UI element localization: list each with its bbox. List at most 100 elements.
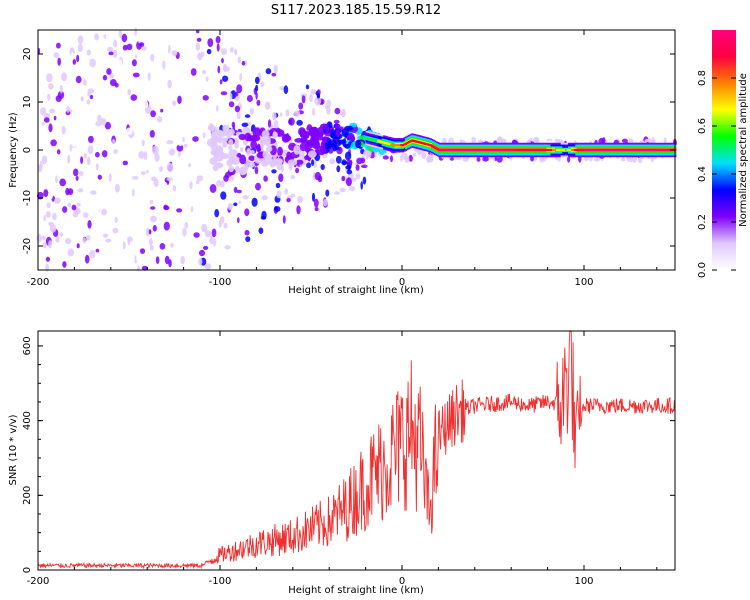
spectrogram-cell xyxy=(567,155,571,163)
spectrogram-cell xyxy=(341,159,347,166)
spectrogram-ridge-segment xyxy=(602,148,606,152)
spectrogram-ridge-segment xyxy=(460,148,463,152)
spectrogram-ridge-segment xyxy=(383,141,386,144)
spectrogram-cell xyxy=(251,134,261,142)
spectrogram-cell xyxy=(346,132,355,141)
spectrogram-x-tick-label: 0 xyxy=(399,277,405,288)
spectrogram-cell xyxy=(45,256,51,262)
spectrogram-cell xyxy=(207,38,214,48)
spectrogram-ridge-segment xyxy=(531,148,534,152)
spectrogram-cell xyxy=(43,97,47,103)
spectrogram-cell xyxy=(46,202,51,209)
spectrogram-cell xyxy=(231,156,241,165)
spectrogram-ridge-segment xyxy=(544,148,547,152)
spectrogram-cell xyxy=(216,105,219,112)
spectrogram-cell xyxy=(217,130,227,137)
spectrogram-ridge-segment xyxy=(506,148,509,152)
spectrogram-cell xyxy=(267,119,272,128)
spectrogram-cell xyxy=(176,176,180,185)
spectrogram-ridge-segment xyxy=(554,148,558,152)
spectrogram-ridge-segment xyxy=(550,148,553,152)
spectrogram-cell xyxy=(112,49,118,59)
spectrogram-ridge-segment xyxy=(447,148,450,152)
spectrogram-cell xyxy=(294,138,304,143)
spectrogram-cell xyxy=(72,143,76,148)
spectrogram-cell xyxy=(82,237,87,244)
spectrogram-cell xyxy=(108,51,114,56)
spectrogram-cell xyxy=(44,128,49,136)
spectrogram-cell xyxy=(355,173,361,180)
spectrogram-cell xyxy=(67,154,71,164)
spectrogram-ridge-segment xyxy=(643,148,646,152)
snr-x-axis-label: Height of straight line (km) xyxy=(288,585,424,596)
figure-title: S117.2023.185.15.59.R12 xyxy=(271,3,441,18)
spectrogram-cell xyxy=(47,93,51,102)
spectrogram-ridge-segment xyxy=(595,148,598,152)
spectrogram-cell xyxy=(71,52,74,60)
spectrogram-cell xyxy=(229,47,234,53)
spectrogram-cell xyxy=(77,188,84,193)
spectrogram-ridge-segment xyxy=(423,142,426,145)
spectrogram-ridge-segment xyxy=(637,148,641,152)
spectrogram-ridge-segment xyxy=(655,148,658,152)
spectrogram-cell xyxy=(195,204,199,210)
spectrogram-cell xyxy=(426,157,434,162)
spectrogram-cell xyxy=(157,116,163,123)
spectrogram-ridge-segment xyxy=(402,144,405,147)
spectrogram-cell xyxy=(166,177,173,182)
spectrogram-cell xyxy=(239,72,243,82)
spectrogram-cell xyxy=(265,68,272,75)
spectrogram-cell xyxy=(192,136,199,142)
spectrogram-cell xyxy=(272,131,278,138)
spectrogram-ridge-segment xyxy=(627,148,630,152)
spectrogram-cell xyxy=(105,238,112,243)
spectrogram-ridge-segment xyxy=(651,148,654,152)
spectrogram-cell xyxy=(336,165,341,173)
spectrogram-cell xyxy=(361,164,368,169)
spectrogram-cell xyxy=(320,123,328,130)
spectrogram-ridge-segment xyxy=(525,148,528,152)
spectrogram-ridge-segment xyxy=(453,148,456,152)
spectrogram-ridge-segment xyxy=(386,142,389,145)
spectrogram-cell xyxy=(307,150,317,158)
spectrogram-cell xyxy=(182,137,185,143)
spectrogram-ridge-segment xyxy=(416,140,419,143)
spectrogram-cell xyxy=(176,41,183,49)
spectrogram-cell xyxy=(254,76,260,85)
spectrogram-ridge-segment xyxy=(380,140,383,143)
spectrogram-cell xyxy=(61,72,68,82)
spectrogram-cell xyxy=(138,258,142,265)
spectrogram-ridge-segment xyxy=(448,148,451,152)
spectrogram-cell xyxy=(152,225,157,232)
spectrogram-cell xyxy=(53,115,57,121)
spectrogram-ridge-segment xyxy=(400,144,403,147)
spectrogram-cell xyxy=(344,125,354,131)
spectrogram-ridge-segment xyxy=(617,148,620,152)
spectrogram-ridge-segment xyxy=(370,138,373,141)
spectrogram-cell xyxy=(105,32,112,40)
spectrogram-cell xyxy=(84,254,90,264)
spectrogram-ridge-segment xyxy=(581,148,584,152)
spectrogram-cell xyxy=(83,153,88,159)
spectrogram-cell xyxy=(150,110,157,118)
spectrogram-cell xyxy=(241,60,246,66)
spectrogram-cell xyxy=(301,95,306,104)
spectrogram-cell xyxy=(264,101,271,110)
spectrogram-cell xyxy=(188,163,191,168)
spectrogram-cell xyxy=(245,159,250,169)
spectrogram-cell xyxy=(246,135,253,142)
spectrogram-cell xyxy=(620,157,626,162)
spectrogram-cell xyxy=(107,46,114,52)
spectrogram-cell xyxy=(67,188,74,196)
spectrogram-cell xyxy=(261,130,270,139)
spectrogram-ridge-segment xyxy=(399,144,402,147)
spectrogram-ridge-segment xyxy=(604,148,607,152)
spectrogram-cell xyxy=(37,164,43,173)
spectrogram-cell xyxy=(73,168,79,177)
spectrogram-ridge-segment xyxy=(519,148,523,152)
spectrogram-ridge-segment xyxy=(524,148,527,152)
spectrogram-cell xyxy=(313,198,319,208)
spectrogram-ridge-segment xyxy=(536,148,539,152)
spectrogram-ridge-segment xyxy=(522,148,525,152)
spectrogram-cell xyxy=(59,178,66,187)
